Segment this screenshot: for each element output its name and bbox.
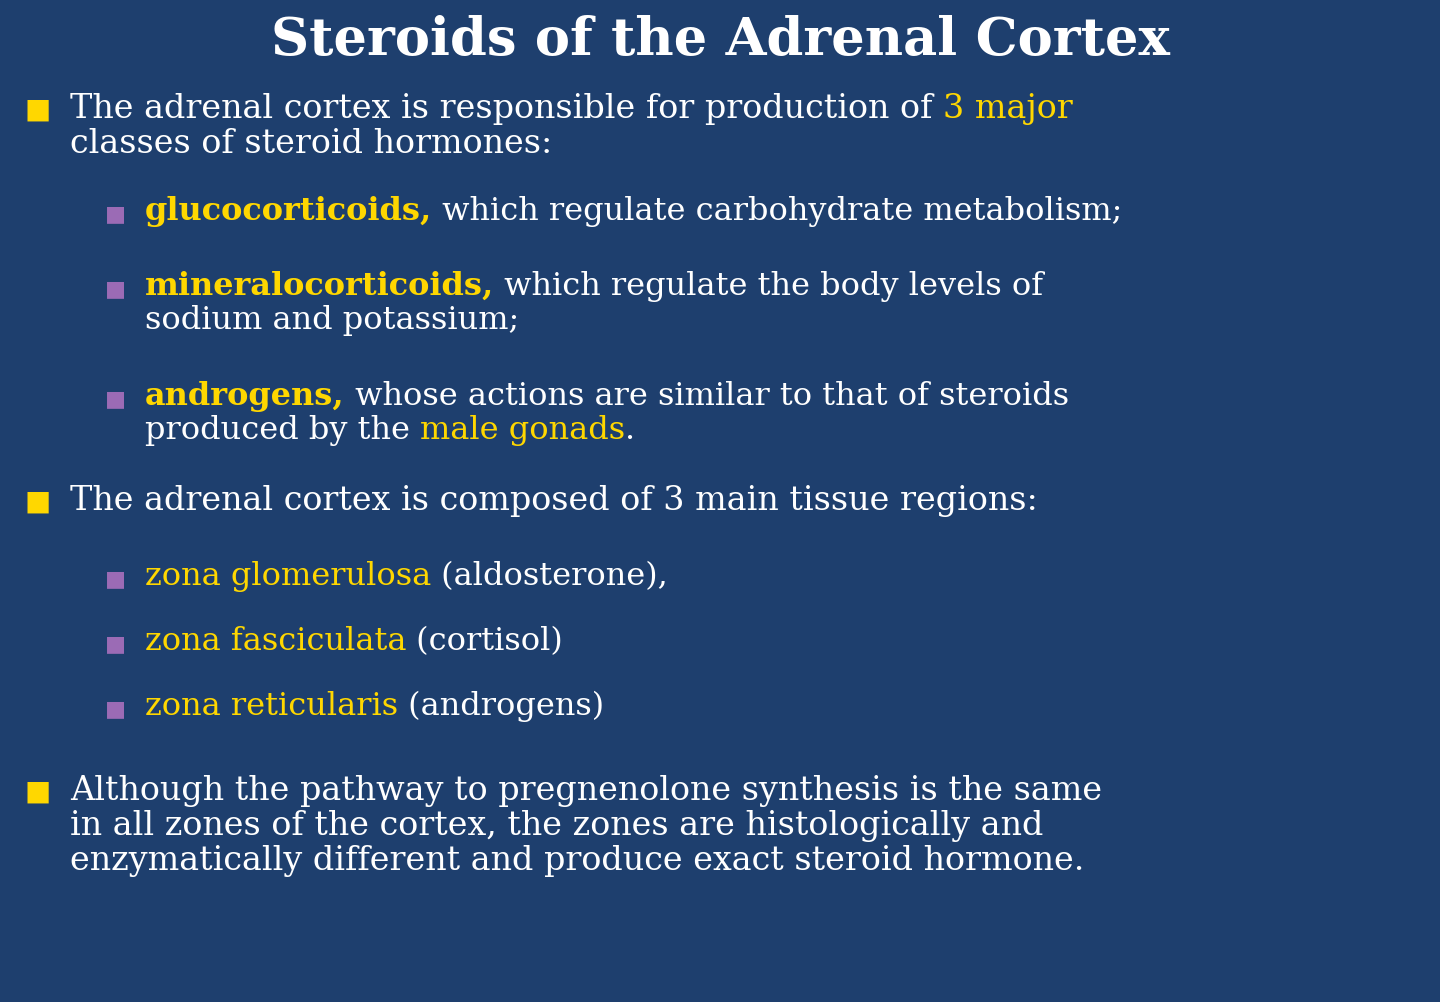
Text: The adrenal cortex is responsible for production of: The adrenal cortex is responsible for pr… xyxy=(71,93,943,125)
Text: ■: ■ xyxy=(105,698,125,720)
Text: ■: ■ xyxy=(105,278,125,300)
Text: Although the pathway to pregnenolone synthesis is the same: Although the pathway to pregnenolone syn… xyxy=(71,775,1102,807)
Text: ■: ■ xyxy=(24,97,52,124)
Text: (aldosterone),: (aldosterone), xyxy=(431,561,668,592)
Text: in all zones of the cortex, the zones are histologically and: in all zones of the cortex, the zones ar… xyxy=(71,810,1044,842)
Text: mineralocorticoids,: mineralocorticoids, xyxy=(145,271,494,302)
Text: (androgens): (androgens) xyxy=(397,690,605,722)
Text: ■: ■ xyxy=(105,203,125,225)
Text: ■: ■ xyxy=(24,779,52,806)
Text: ■: ■ xyxy=(105,388,125,410)
Text: whose actions are similar to that of steroids: whose actions are similar to that of ste… xyxy=(344,381,1068,412)
Text: zona fasciculata: zona fasciculata xyxy=(145,626,406,657)
Text: which regulate carbohydrate metabolism;: which regulate carbohydrate metabolism; xyxy=(432,196,1123,227)
Text: (cortisol): (cortisol) xyxy=(406,626,563,657)
Text: Steroids of the Adrenal Cortex: Steroids of the Adrenal Cortex xyxy=(271,15,1169,66)
Text: ■: ■ xyxy=(24,489,52,516)
Text: zona reticularis: zona reticularis xyxy=(145,691,397,722)
Text: classes of steroid hormones:: classes of steroid hormones: xyxy=(71,128,553,160)
Text: .: . xyxy=(625,415,635,446)
Text: The adrenal cortex is composed of 3 main tissue regions:: The adrenal cortex is composed of 3 main… xyxy=(71,485,1038,517)
Text: which regulate the body levels of: which regulate the body levels of xyxy=(494,271,1044,302)
Text: zona glomerulosa: zona glomerulosa xyxy=(145,561,431,592)
Text: ■: ■ xyxy=(105,633,125,655)
Text: androgens,: androgens, xyxy=(145,381,344,412)
Text: male gonads: male gonads xyxy=(420,415,625,446)
Text: ■: ■ xyxy=(105,568,125,590)
Text: glucocorticoids,: glucocorticoids, xyxy=(145,196,432,227)
Text: produced by the: produced by the xyxy=(145,415,420,446)
Text: 3 major: 3 major xyxy=(943,93,1073,125)
Text: enzymatically different and produce exact steroid hormone.: enzymatically different and produce exac… xyxy=(71,845,1084,877)
Text: sodium and potassium;: sodium and potassium; xyxy=(145,305,520,336)
